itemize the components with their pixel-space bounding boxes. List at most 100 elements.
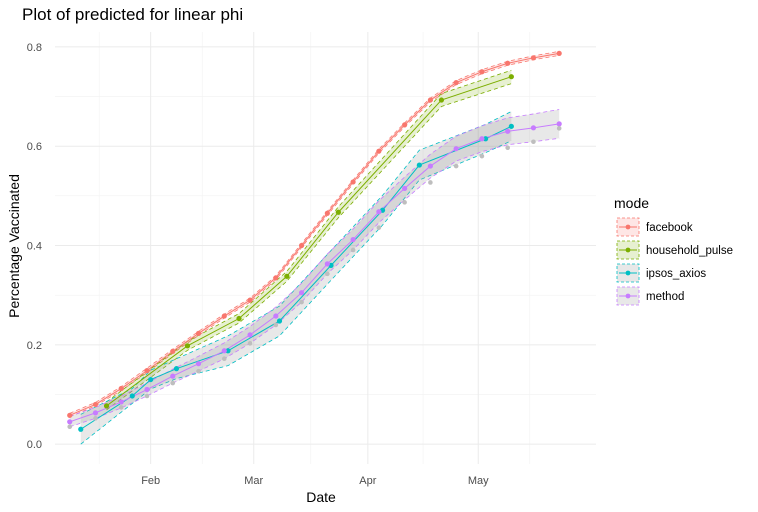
point-background-4 <box>67 424 73 430</box>
point-background-4 <box>402 200 407 205</box>
band-lower-method <box>69 137 560 428</box>
y-tick-label: 0.6 <box>27 141 42 153</box>
point-background-4 <box>428 180 433 185</box>
x-tick-label: Apr <box>359 475 376 487</box>
point-method <box>427 163 433 169</box>
point-household-pulse <box>335 209 341 215</box>
point-facebook <box>427 97 433 103</box>
legend-label-ipsos-axios: ipsos_axios <box>646 268 706 280</box>
legend-key-point-method <box>625 293 631 299</box>
point-method <box>350 236 356 243</box>
point-method <box>247 332 253 338</box>
point-method <box>402 185 408 192</box>
x-tick-label: Mar <box>244 475 263 487</box>
band-upper-ipsos-axios <box>80 111 512 415</box>
legend-key-point-ipsos-axios <box>625 270 631 276</box>
y-tick-label: 0.4 <box>27 241 42 253</box>
band-upper-facebook <box>69 50 560 414</box>
point-background-4 <box>247 341 253 346</box>
y-axis-ticks: 0.0 0.2 0.4 0.6 0.8 <box>27 42 42 451</box>
x-tick-label: May <box>468 475 489 487</box>
point-facebook <box>453 80 459 86</box>
line-ipsos-axios <box>80 125 512 430</box>
point-method <box>505 128 511 134</box>
point-background-4 <box>531 139 536 145</box>
point-background-4 <box>556 126 562 131</box>
point-household-pulse <box>103 403 110 409</box>
point-method <box>273 313 279 319</box>
point-ipsos-axios <box>148 376 154 383</box>
point-background-4 <box>170 380 176 386</box>
point-method <box>195 361 202 367</box>
point-facebook <box>273 275 279 281</box>
y-tick-label: 0.0 <box>27 439 42 451</box>
point-facebook <box>556 50 562 56</box>
confidence-bands <box>69 50 560 445</box>
point-ipsos-axios <box>276 318 283 324</box>
point-facebook <box>195 330 202 337</box>
point-method <box>92 410 99 416</box>
point-facebook <box>350 179 356 185</box>
point-ipsos-axios <box>482 136 489 142</box>
point-background-4 <box>505 145 510 150</box>
point-facebook <box>221 313 227 319</box>
x-axis-ticks: Feb Mar Apr May <box>141 475 489 487</box>
series-points <box>67 50 562 432</box>
grid <box>55 32 596 464</box>
point-facebook <box>402 122 408 128</box>
point-household-pulse <box>438 97 445 103</box>
band-method <box>69 109 560 427</box>
legend-label-method: method <box>646 291 684 303</box>
band-facebook <box>69 51 560 417</box>
point-ipsos-axios <box>416 162 422 168</box>
point-facebook <box>92 401 99 408</box>
point-background-4 <box>350 247 356 253</box>
point-method <box>479 136 485 142</box>
band-upper-method <box>69 109 560 417</box>
band-lower-facebook <box>69 54 560 418</box>
point-method <box>118 399 124 405</box>
point-background-4 <box>118 405 124 410</box>
line-method <box>69 123 560 423</box>
legend-label-household-pulse: household_pulse <box>646 245 733 257</box>
band-ipsos-axios <box>80 111 512 445</box>
point-household-pulse <box>284 273 290 279</box>
point-facebook <box>118 385 124 392</box>
point-background-4 <box>376 225 382 230</box>
line-facebook <box>69 52 560 416</box>
point-method <box>324 261 330 267</box>
x-tick-label: Feb <box>141 475 160 487</box>
point-facebook <box>505 60 511 66</box>
y-tick-label: 0.2 <box>27 340 42 352</box>
point-method <box>67 419 73 425</box>
point-background-4 <box>93 416 98 421</box>
chart-title: Plot of predicted for linear phi <box>22 5 243 24</box>
point-background-4 <box>196 368 201 374</box>
band-household-pulse <box>106 70 512 410</box>
point-ipsos-axios <box>508 123 514 129</box>
point-background-4 <box>299 299 304 305</box>
point-facebook <box>324 210 330 216</box>
point-background-4 <box>325 271 330 277</box>
point-method <box>556 121 562 127</box>
y-axis-title: Percentage Vaccinated <box>6 174 22 318</box>
point-facebook <box>530 55 537 61</box>
point-ipsos-axios <box>129 393 135 399</box>
point-facebook <box>479 69 485 75</box>
point-method <box>298 290 305 296</box>
point-facebook <box>170 348 176 354</box>
point-background-4 <box>479 153 485 159</box>
point-method <box>170 373 176 379</box>
point-ipsos-axios <box>78 426 84 432</box>
point-facebook <box>67 412 73 418</box>
legend-title: mode <box>614 195 649 211</box>
point-household-pulse <box>236 315 242 322</box>
point-facebook <box>144 368 150 374</box>
point-ipsos-axios <box>225 348 231 354</box>
x-axis-title: Date <box>306 489 336 505</box>
point-household-pulse <box>508 74 514 80</box>
y-tick-label: 0.8 <box>27 42 42 54</box>
point-household-pulse <box>184 343 191 349</box>
point-facebook <box>298 242 305 249</box>
point-method <box>453 146 459 152</box>
